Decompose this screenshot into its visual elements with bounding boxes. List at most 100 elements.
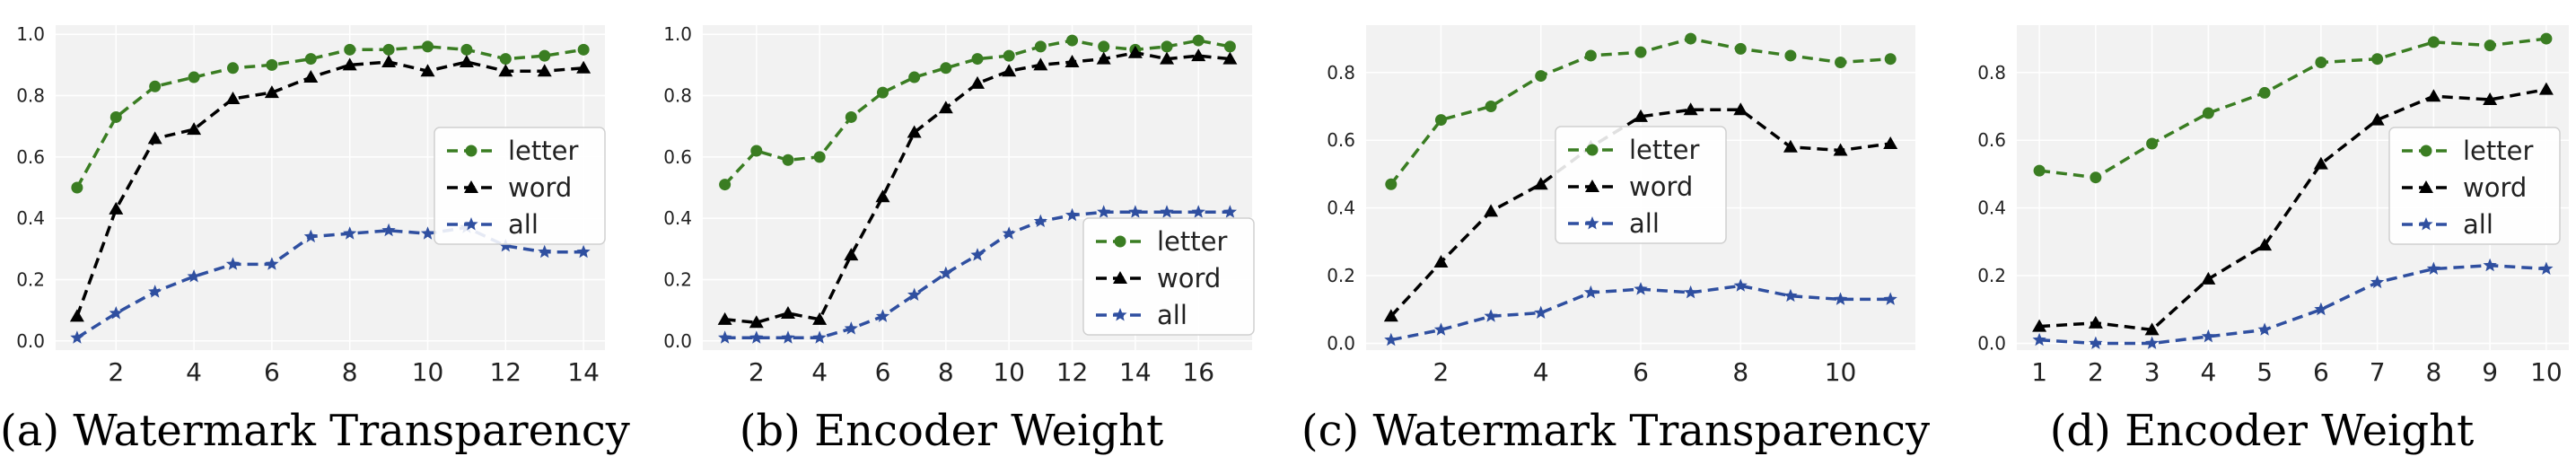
data-point-letter (226, 62, 239, 75)
data-point-word (381, 54, 397, 67)
data-point-letter (1098, 40, 1110, 53)
data-point-all (2089, 336, 2103, 349)
data-point-word (1683, 102, 1698, 116)
x-tick-label: 14 (1119, 357, 1152, 387)
data-point-letter (2371, 53, 2384, 66)
data-point-all (2370, 275, 2385, 289)
chart-panel-4: 1 2 3 4 5 6 7 8 9 10 0.0 0.2 0.4 0.6 0.8 letter word all (1977, 25, 2569, 387)
data-point-letter (1734, 42, 1747, 55)
data-point-letter (2146, 137, 2159, 150)
data-point-word (69, 309, 84, 322)
data-point-all (718, 330, 732, 344)
data-point-all (538, 244, 552, 259)
data-point-word (459, 54, 474, 67)
data-point-word (1191, 48, 1206, 62)
caption-d: (d) Encoder Weight (2049, 406, 2475, 456)
data-point-all (1097, 205, 1111, 218)
data-point-letter (1223, 40, 1236, 53)
data-point-letter (2033, 164, 2046, 177)
data-point-letter (188, 71, 200, 83)
series-line-word (1389, 108, 1891, 318)
data-point-all (303, 229, 318, 243)
data-point-all (2483, 258, 2497, 272)
y-tick-label: 0.0 (1977, 332, 2006, 354)
data-point-all (1684, 285, 1698, 299)
x-tick-label: 2 (749, 357, 765, 387)
y-tick-label: 0.6 (1977, 129, 2006, 151)
y-tick-label: 0.0 (1327, 332, 1355, 354)
data-point-letter (110, 110, 122, 123)
legend-box (1555, 126, 1727, 244)
data-point-all (498, 238, 513, 252)
x-tick-label: 10 (993, 357, 1025, 387)
data-point-all (1433, 322, 1449, 336)
data-point-all (812, 330, 827, 344)
data-point-all (343, 226, 357, 240)
legend-marker-all (464, 217, 478, 231)
data-point-all (1191, 205, 1205, 218)
data-point-all (1783, 288, 1798, 303)
data-point-letter (539, 49, 551, 62)
data-point-all (1484, 309, 1498, 322)
legend: letter word all (1555, 126, 1727, 244)
data-point-all (576, 244, 591, 259)
data-point-letter (2090, 171, 2102, 184)
data-point-word (1033, 57, 1048, 71)
data-point-all (1534, 305, 1548, 319)
data-point-word (2088, 315, 2103, 329)
data-point-word (717, 311, 732, 325)
legend: letter word all (434, 127, 606, 245)
data-point-letter (344, 43, 356, 56)
data-point-all (265, 257, 279, 270)
data-point-word (264, 85, 279, 99)
x-tick-label: 10 (412, 357, 444, 387)
data-point-word (2201, 271, 2216, 285)
y-tick-label: 0.8 (1977, 62, 2006, 83)
data-point-letter (845, 110, 857, 123)
data-point-word (812, 311, 828, 325)
data-point-all (1833, 292, 1848, 305)
x-tick-label: 6 (264, 357, 280, 387)
data-point-all (2314, 302, 2328, 316)
data-point-word (749, 315, 764, 329)
data-point-letter (382, 43, 395, 56)
data-point-letter (2484, 39, 2496, 52)
series-line-all (2038, 263, 2547, 346)
data-point-word (1127, 45, 1143, 58)
x-tick-label: 9 (2482, 357, 2498, 387)
data-point-letter (1161, 40, 1173, 53)
data-point-word (1533, 177, 1548, 190)
data-point-letter (750, 145, 763, 157)
data-point-letter (940, 62, 952, 75)
data-point-all (781, 330, 795, 344)
legend-label-all: all (508, 209, 539, 240)
data-point-word (1160, 51, 1175, 65)
data-point-letter (2540, 32, 2553, 45)
caption-a: (a) Watermark Transparency (0, 406, 630, 456)
y-tick-label: 1.0 (16, 23, 45, 45)
legend-box (2388, 127, 2561, 245)
data-point-word (875, 189, 890, 203)
legend-label-letter: letter (2463, 136, 2533, 166)
y-tick-label: 0.8 (1327, 62, 1355, 83)
data-point-letter (577, 43, 590, 56)
data-point-word (187, 122, 202, 136)
y-tick-label: 0.2 (16, 268, 45, 290)
legend-marker-letter (2420, 145, 2432, 157)
data-point-letter (1535, 70, 1547, 83)
data-point-word (1484, 204, 1499, 217)
x-tick-label: 2 (108, 357, 124, 387)
legend-label-letter: letter (1157, 226, 1227, 257)
data-point-word (1383, 309, 1398, 322)
legend-marker-all (1113, 308, 1127, 321)
x-tick-label: 8 (342, 357, 358, 387)
data-point-all (1160, 205, 1174, 218)
data-point-all (381, 223, 396, 237)
data-point-word (1433, 254, 1449, 268)
data-point-all (844, 321, 858, 335)
data-point-all (2257, 322, 2272, 336)
series-line-letter (2038, 37, 2547, 180)
data-point-all (225, 257, 241, 270)
data-point-letter (2202, 107, 2214, 119)
